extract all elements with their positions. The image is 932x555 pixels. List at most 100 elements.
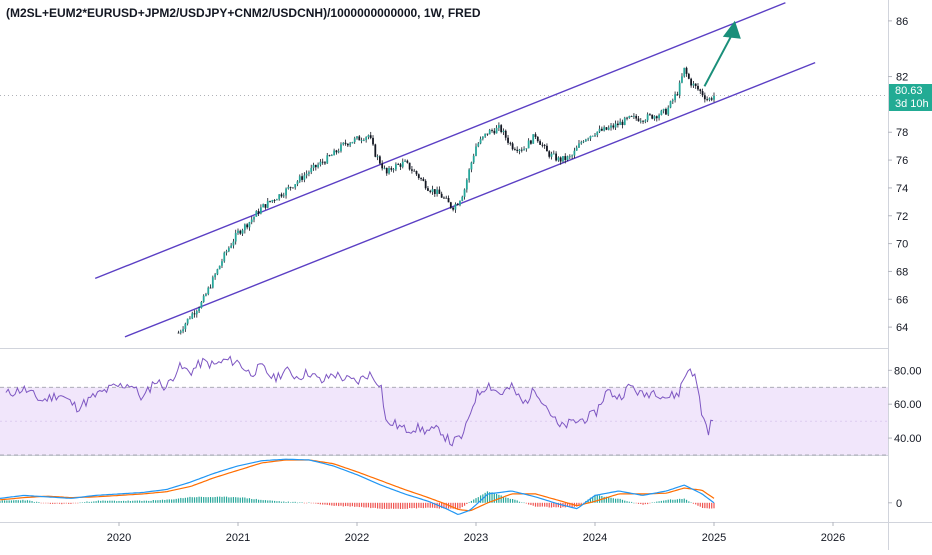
macd-histogram-bar <box>143 500 145 503</box>
candle-body <box>250 219 253 223</box>
macd-histogram-bar <box>409 502 411 509</box>
macd-histogram-bar <box>328 502 331 506</box>
candle-body <box>438 189 441 194</box>
candle-body <box>607 127 610 130</box>
candle-body <box>232 241 235 246</box>
candle-body <box>614 123 617 128</box>
macd-histogram-bar <box>219 496 221 503</box>
candle-body <box>465 180 468 190</box>
candle-body <box>301 176 303 180</box>
candle-body <box>603 127 606 131</box>
candle-body <box>504 130 507 138</box>
macd-histogram-bar <box>555 502 557 508</box>
macd-histogram-bar <box>13 500 15 503</box>
macd-histogram-bar <box>660 500 662 503</box>
macd-histogram-bar <box>214 497 216 503</box>
macd-histogram-bar <box>241 497 244 503</box>
candle-body <box>205 294 207 296</box>
price-axis-label: 86 <box>896 16 908 28</box>
candle-body <box>280 194 283 197</box>
macd-histogram-bar <box>452 502 454 509</box>
macd-histogram-bar <box>507 497 509 503</box>
time-axis-label: 2023 <box>464 532 488 544</box>
candle-body <box>701 91 704 96</box>
macd-histogram-bar <box>77 502 79 504</box>
macd-histogram-bar <box>617 498 619 503</box>
candle-body <box>234 232 237 242</box>
macd-histogram-bar <box>88 501 90 503</box>
channel-upper-line <box>94 2 786 280</box>
macd-histogram-bar <box>113 500 116 503</box>
macd-histogram-bar <box>54 502 56 504</box>
candle-body <box>372 137 374 145</box>
macd-histogram-bar <box>324 502 326 505</box>
candle-body <box>362 140 365 141</box>
macd-histogram-bar <box>294 501 296 503</box>
candle-body <box>596 131 599 136</box>
candle-body <box>358 136 361 141</box>
macd-histogram-bar <box>548 502 550 508</box>
macd-histogram-bar <box>68 502 70 504</box>
macd-histogram-bar <box>100 500 102 503</box>
macd-histogram-bar <box>372 502 374 508</box>
candle-body <box>411 169 413 171</box>
candle-body <box>264 204 267 208</box>
candle-body <box>459 200 461 206</box>
candle-body <box>317 164 319 168</box>
candle-body <box>342 142 345 145</box>
candle-body <box>619 121 622 126</box>
macd-histogram-bar <box>152 500 154 503</box>
candle-body <box>266 200 269 208</box>
macd-histogram-bar <box>711 502 713 509</box>
candle-body <box>653 116 656 119</box>
candle-body <box>488 130 491 135</box>
macd-histogram-bar <box>454 502 457 510</box>
macd-histogram-bar <box>633 502 635 504</box>
candle-body <box>191 313 194 319</box>
macd-histogram-bar <box>365 502 367 508</box>
macd-histogram-bar <box>656 501 658 503</box>
candle-body <box>177 332 180 334</box>
candle-body <box>491 130 493 131</box>
macd-histogram-bar <box>225 496 228 503</box>
macd-histogram-bar <box>683 498 685 503</box>
candle-body <box>182 329 184 332</box>
macd-histogram-bar <box>388 502 390 509</box>
candle-body <box>600 128 603 131</box>
macd-histogram-bar <box>441 502 443 509</box>
candle-body <box>282 195 285 197</box>
candle-body <box>571 155 574 157</box>
macd-histogram-bar <box>49 502 51 504</box>
macd-histogram-bar <box>386 502 388 509</box>
candle-body <box>536 136 539 142</box>
macd-histogram-bar <box>198 496 200 503</box>
macd-histogram-bar <box>406 502 408 509</box>
candle-body <box>269 200 271 202</box>
macd-histogram-bar <box>512 499 514 503</box>
macd-histogram-bar <box>532 502 534 506</box>
macd-histogram-bar <box>411 502 413 509</box>
candle-body <box>658 114 660 119</box>
macd-histogram-bar <box>431 502 434 508</box>
candle-body <box>539 141 541 145</box>
macd-histogram-bar <box>278 501 280 503</box>
macd-histogram-bar <box>463 502 466 506</box>
candle-body <box>303 175 306 180</box>
macd-histogram-bar <box>134 500 136 503</box>
candle-body <box>610 125 612 128</box>
candle-body <box>326 155 329 164</box>
macd-histogram-bar <box>495 493 498 503</box>
macd-histogram-bar <box>530 502 532 506</box>
candle-body <box>237 230 239 233</box>
macd-histogram-bar <box>58 502 61 504</box>
candle-body <box>401 161 404 167</box>
macd-histogram-bar <box>502 496 505 503</box>
candle-body <box>314 164 317 168</box>
candle-body <box>399 164 402 167</box>
macd-histogram-bar <box>367 502 370 508</box>
candle-body <box>296 181 299 185</box>
candle-body <box>649 114 651 116</box>
macd-histogram-bar <box>280 501 283 503</box>
macd-histogram-bar <box>317 502 319 504</box>
